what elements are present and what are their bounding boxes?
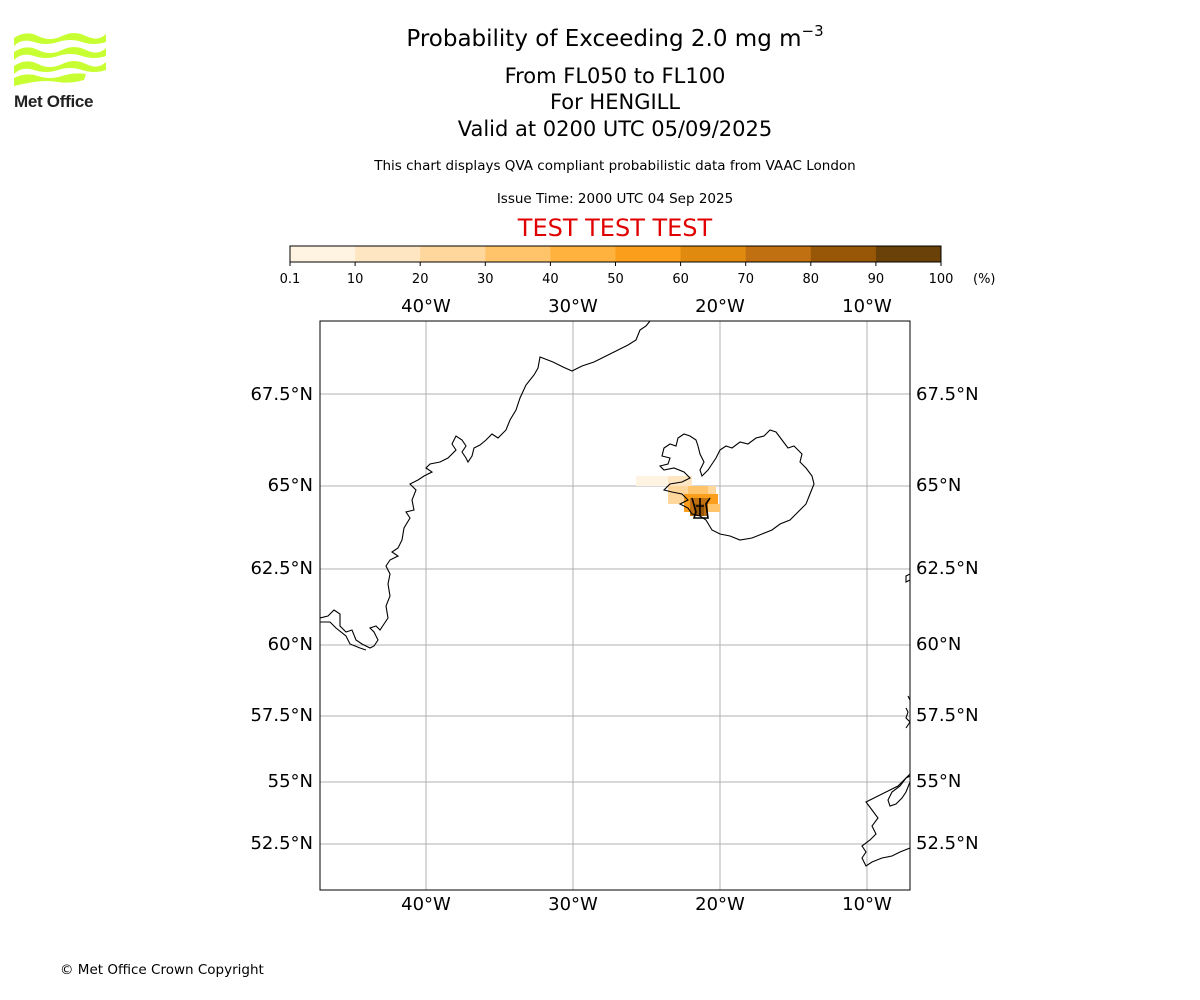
colorbar-tick-label: 80 <box>803 272 820 287</box>
lat-label-right: 65°N <box>916 475 961 496</box>
issue-time: Issue Time: 2000 UTC 04 Sep 2025 <box>496 191 734 207</box>
met-office-logo: Met Office <box>14 30 108 112</box>
coastline-faroe <box>905 573 910 583</box>
colorbar-segment <box>420 246 486 262</box>
valid-time: Valid at 0200 UTC 05/09/2025 <box>457 117 773 141</box>
colorbar-segment <box>875 246 942 262</box>
lat-label-right: 67.5°N <box>916 384 979 405</box>
colorbar-tick-label: 30 <box>477 272 494 287</box>
coastline-ireland <box>861 773 910 867</box>
lon-label-bottom: 20°W <box>695 894 745 915</box>
colorbar-tick-label: 40 <box>542 272 559 287</box>
colorbar-segment <box>745 246 812 262</box>
lat-label-right: 55°N <box>916 771 961 792</box>
lat-label-right: 57.5°N <box>916 705 979 726</box>
lat-label-left: 65°N <box>268 475 313 496</box>
lat-label-right: 62.5°N <box>916 558 979 579</box>
chart-title-text: Probability of Exceeding 2.0 mg m <box>406 26 802 52</box>
colorbar-tick-label: 50 <box>607 272 624 287</box>
colorbar-segment <box>680 246 747 262</box>
chart-title-superscript: −3 <box>801 22 824 40</box>
lon-label-bottom: 40°W <box>401 894 451 915</box>
coastline-greenland <box>320 321 651 649</box>
prob-cell <box>708 504 720 512</box>
met-office-logo-text: Met Office <box>14 92 94 111</box>
lon-label-top: 40°W <box>401 296 451 317</box>
volcano-contour-inner <box>696 498 704 516</box>
prob-cell <box>688 486 708 496</box>
lat-label-left: 52.5°N <box>250 833 313 854</box>
coastline-iceland <box>658 429 815 541</box>
volcano-contour <box>691 497 711 519</box>
colorbar-tick-label: 0.1 <box>280 272 301 287</box>
prob-cell <box>636 476 668 486</box>
colorbar-tick-label: 20 <box>412 272 429 287</box>
volcano-name: For HENGILL <box>549 90 681 114</box>
colorbar-segment <box>810 246 877 262</box>
test-banner: TEST TEST TEST <box>517 214 713 242</box>
lat-label-left: 67.5°N <box>250 384 313 405</box>
volcano-contour-path <box>691 497 711 519</box>
map-frame <box>319 320 911 891</box>
lon-label-bottom: 10°W <box>842 894 892 915</box>
colorbar-tick-label: 60 <box>672 272 689 287</box>
chart-title: Probability of Exceeding 2.0 mg m−3 <box>0 22 1200 52</box>
copyright: © Met Office Crown Copyright <box>60 962 264 978</box>
colorbar-segment <box>485 246 551 262</box>
lat-label-left: 62.5°N <box>250 558 313 579</box>
colorbar-segment <box>290 246 356 262</box>
prob-cell <box>694 504 704 516</box>
colorbar-tick-label: 100 <box>929 272 954 287</box>
lat-label-left: 60°N <box>268 634 313 655</box>
coastline-uk <box>887 775 910 807</box>
lat-label-left: 57.5°N <box>250 705 313 726</box>
coastline-greenland-south <box>320 621 367 651</box>
prob-cell <box>708 486 716 496</box>
colorbar-unit: (%) <box>973 272 996 287</box>
lat-label-right: 60°N <box>916 634 961 655</box>
colorbar-segment <box>355 246 421 262</box>
axis-labels: 40°W 30°W 20°W 10°W 40°W 30°W 20°W 10°W … <box>250 296 978 915</box>
coastlines <box>320 321 910 867</box>
met-office-waves-icon <box>14 33 106 86</box>
map-area <box>320 321 910 890</box>
colorbar: 0.1 10 20 30 40 50 60 70 80 90 100 (%) <box>280 245 996 287</box>
lat-label-right: 52.5°N <box>916 833 979 854</box>
gridlines <box>320 321 910 890</box>
prob-cell <box>668 486 688 504</box>
lon-label-top: 30°W <box>548 296 598 317</box>
lon-label-bottom: 30°W <box>548 894 598 915</box>
colorbar-segment <box>615 246 682 262</box>
coastline-shetland <box>905 707 910 729</box>
colorbar-segment <box>550 246 616 262</box>
chart-description: This chart displays QVA compliant probab… <box>374 158 856 174</box>
colorbar-tick-label: 10 <box>347 272 364 287</box>
prob-cell <box>668 476 692 486</box>
flight-levels: From FL050 to FL100 <box>504 64 726 88</box>
lat-label-left: 55°N <box>268 771 313 792</box>
colorbar-tick-label: 70 <box>737 272 754 287</box>
lon-label-top: 10°W <box>842 296 892 317</box>
lon-label-top: 20°W <box>695 296 745 317</box>
colorbar-tick-label: 90 <box>868 272 885 287</box>
